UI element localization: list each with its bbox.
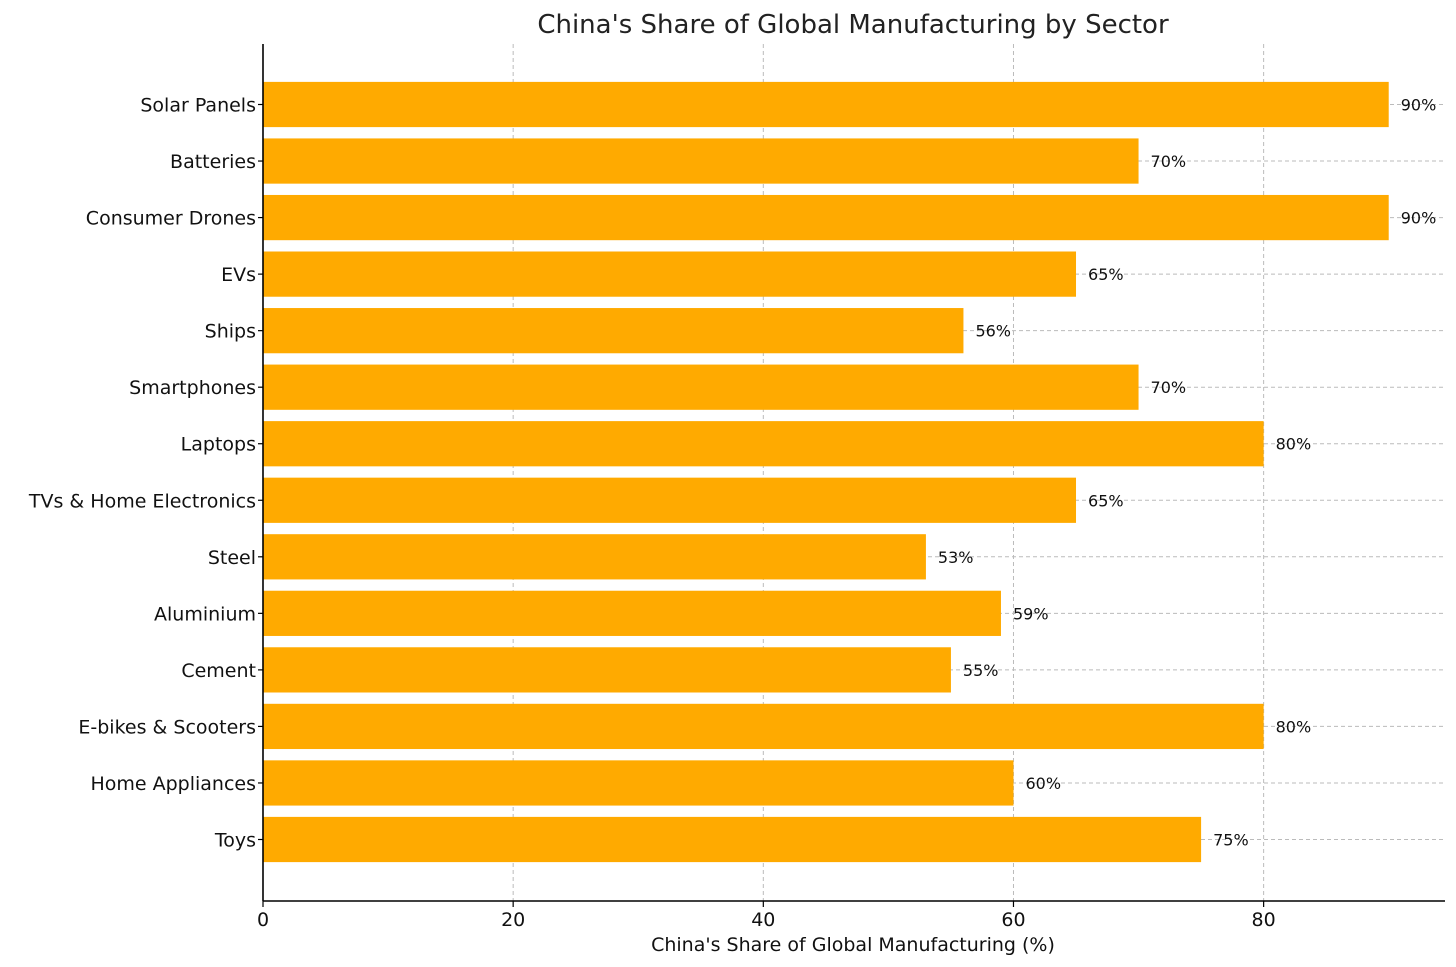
value-label: 56% <box>975 322 1011 341</box>
bar <box>263 703 1264 750</box>
category-label: E-bikes & Scooters <box>78 716 256 738</box>
bar <box>263 421 1264 467</box>
chart-title: China's Share of Global Manufacturing by… <box>537 10 1169 40</box>
category-label: Toys <box>214 830 256 852</box>
category-label: Batteries <box>170 151 256 173</box>
x-tick-label: 80 <box>1252 909 1276 931</box>
value-label: 90% <box>1401 96 1437 115</box>
bar <box>263 477 1077 523</box>
value-label: 65% <box>1088 265 1124 284</box>
x-axis: 0 20 40 60 80 <box>257 900 1445 931</box>
category-label: Smartphones <box>129 377 256 399</box>
x-tick-label: 0 <box>257 909 269 931</box>
bars <box>263 81 1389 863</box>
value-label: 80% <box>1276 717 1312 736</box>
value-label: 59% <box>1013 604 1049 623</box>
category-label: Solar Panels <box>140 95 256 117</box>
bar <box>263 308 964 354</box>
bar <box>263 251 1077 297</box>
value-label: 80% <box>1276 435 1312 454</box>
x-tick-label: 40 <box>751 909 775 931</box>
bar <box>263 81 1389 128</box>
value-label: 60% <box>1025 774 1061 793</box>
bar <box>263 816 1202 863</box>
bar <box>263 138 1139 184</box>
bar <box>263 760 1014 806</box>
category-label: EVs <box>221 264 256 286</box>
bar <box>263 194 1389 241</box>
category-label: Laptops <box>181 434 256 456</box>
bar <box>263 590 1001 636</box>
category-label: Steel <box>208 547 256 569</box>
bar <box>263 534 926 580</box>
value-label: 55% <box>963 661 999 680</box>
value-label: 65% <box>1088 491 1124 510</box>
category-label: Home Appliances <box>90 773 256 795</box>
value-label: 90% <box>1401 209 1437 228</box>
value-label: 53% <box>938 548 974 567</box>
y-axis: Solar Panels Batteries Consumer Drones EVs S… <box>28 44 264 901</box>
category-label: Aluminium <box>154 603 256 625</box>
value-labels: 90% 70% 90% 65% 56% 70% 80% 65% 53% 59% 55% 80% 60% 7… <box>938 96 1436 850</box>
value-label: 70% <box>1151 152 1187 171</box>
x-axis-label: China's Share of Global Manufacturing (%… <box>651 934 1055 956</box>
bar <box>263 647 951 693</box>
category-label: TVs & Home Electronics <box>28 490 256 512</box>
x-tick-label: 20 <box>501 909 525 931</box>
x-tick-label: 60 <box>1001 909 1025 931</box>
category-label: Ships <box>205 321 256 343</box>
value-label: 70% <box>1151 378 1187 397</box>
bar <box>263 364 1139 410</box>
value-label: 75% <box>1213 831 1249 850</box>
category-label: Cement <box>181 660 256 682</box>
category-label: Consumer Drones <box>86 208 256 230</box>
